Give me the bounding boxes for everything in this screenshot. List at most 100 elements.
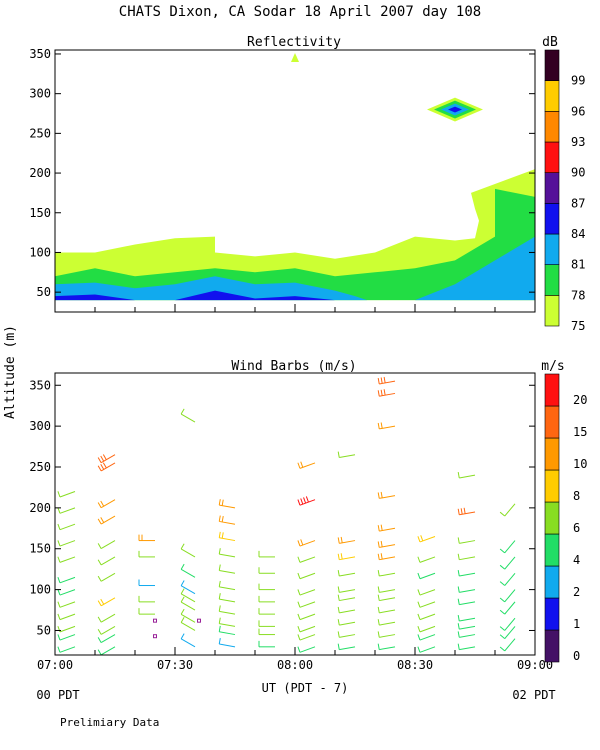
wind-barb (417, 625, 436, 633)
wind-barb (218, 499, 236, 509)
wind-barb (499, 617, 516, 631)
reflectivity-colorbar-label: 87 (571, 196, 585, 210)
wind-barb (499, 572, 516, 586)
reflectivity-ytick-label: 350 (29, 47, 51, 61)
wind-barb (180, 617, 196, 631)
wind-barb (377, 422, 396, 430)
wind-ytick-label: 300 (29, 419, 51, 433)
wind-xtick-label: 07:30 (157, 658, 193, 672)
left-local-time: 00 PDT (36, 688, 79, 702)
wind-barb (258, 620, 275, 627)
wind-barb (218, 564, 236, 574)
wind-barb (417, 556, 436, 563)
wind-barb (337, 451, 356, 459)
reflectivity-layer-84 (55, 290, 335, 301)
reflectivity-marker (291, 52, 299, 62)
wind-barbs (57, 376, 516, 656)
reflectivity-ytick-label: 200 (29, 166, 51, 180)
wind-barb (297, 556, 316, 563)
reflectivity-title: Reflectivity (247, 35, 341, 50)
wind-xtick-label: 08:00 (277, 658, 313, 672)
reflectivity-colorbar-label: 99 (571, 74, 585, 88)
wind-barb (297, 496, 316, 506)
reflectivity-colorbar-swatch-93 (544, 111, 560, 143)
wind-barb (377, 524, 396, 532)
wind-barb (457, 553, 476, 561)
wind-barb (218, 531, 236, 542)
wind-title: Wind Barbs (m/s) (231, 359, 356, 374)
reflectivity-colorbar-swatch-78 (544, 264, 560, 296)
wind-colorbar-swatch (544, 629, 560, 663)
reflectivity-colorbar-swatch-99 (544, 49, 560, 81)
reflectivity-ytick-label: 50 (37, 285, 51, 299)
wind-barb (457, 631, 476, 638)
figure-title: CHATS Dixon, CA Sodar 18 April 2007 day … (119, 4, 481, 20)
y-axis-label: Altitude (m) (3, 325, 18, 419)
wind-barb (377, 389, 396, 397)
wind-barb (57, 601, 76, 608)
wind-barb (499, 626, 516, 640)
wind-barb (138, 608, 155, 615)
wind-barb (337, 586, 356, 593)
wind-barb (297, 601, 316, 608)
wind-barb (97, 634, 116, 643)
wind-barb (499, 601, 516, 615)
wind-colorbar-label: 15 (573, 425, 587, 439)
reflectivity-colorbar-swatch-87 (544, 172, 560, 204)
wind-barb (258, 567, 275, 574)
wind-barb (57, 625, 76, 633)
wind-barb (377, 491, 396, 499)
wind-barb (57, 646, 76, 653)
reflectivity-colorbar-label: 78 (571, 288, 585, 302)
wind-xtick-label: 09:00 (517, 658, 553, 672)
wind-barb (138, 550, 155, 558)
wind-barb (337, 606, 356, 614)
wind-barb (57, 613, 76, 621)
wind-barb (180, 580, 196, 595)
reflectivity-colorbar-label: 93 (571, 135, 585, 149)
wind-barb (180, 608, 196, 623)
wind-colorbar-label: 10 (573, 457, 587, 471)
wind-axes: 50 100 150 200 250 300 350 07:00 07:30 08:00 08:30… (29, 378, 553, 672)
wind-barb (258, 628, 275, 636)
reflectivity-colorbar-swatch-90 (544, 141, 560, 173)
wind-colorbar-unit: m/s (541, 359, 564, 374)
wind-barb (97, 625, 116, 635)
wind-barb (337, 553, 356, 561)
wind-colorbar-swatch (544, 565, 560, 599)
wind-barb (57, 589, 76, 596)
reflectivity-layer-75 (55, 169, 535, 301)
wind-barb (337, 570, 356, 577)
wind-barb (377, 631, 396, 638)
reflectivity-ytick-label: 300 (29, 87, 51, 101)
wind-barb (377, 586, 396, 593)
reflectivity-colorbar-label: 81 (571, 258, 585, 272)
wind-barb (377, 606, 396, 614)
wind-barb (138, 579, 155, 587)
wind-barb (258, 640, 275, 648)
wind-barb (57, 634, 76, 641)
wind-barb (218, 605, 236, 615)
wind-barb (457, 615, 476, 622)
wind-barb (499, 503, 516, 517)
wind-colorbar-label: 2 (573, 585, 580, 599)
footer-note: Prelimiary Data (60, 716, 159, 729)
wind-colorbar-label: 1 (573, 617, 580, 631)
wind-barb (218, 580, 236, 591)
reflectivity-diamond-ring-84 (448, 106, 462, 113)
wind-barb (180, 633, 196, 648)
wind-barb (457, 586, 476, 593)
wind-barb (218, 617, 236, 627)
wind-barb (337, 594, 356, 602)
wind-barb (297, 625, 316, 633)
wind-barb (97, 515, 116, 525)
wind-barb (218, 548, 236, 558)
wind-barb (377, 594, 396, 602)
reflectivity-colorbar-swatch-75 (544, 295, 560, 327)
wind-colorbar-swatch (544, 373, 560, 407)
wind-barb (218, 515, 236, 525)
wind-barb (499, 556, 516, 570)
reflectivity-colorbar-swatch-96 (544, 80, 560, 112)
wind-barb (57, 556, 76, 563)
wind-barb (218, 593, 236, 603)
